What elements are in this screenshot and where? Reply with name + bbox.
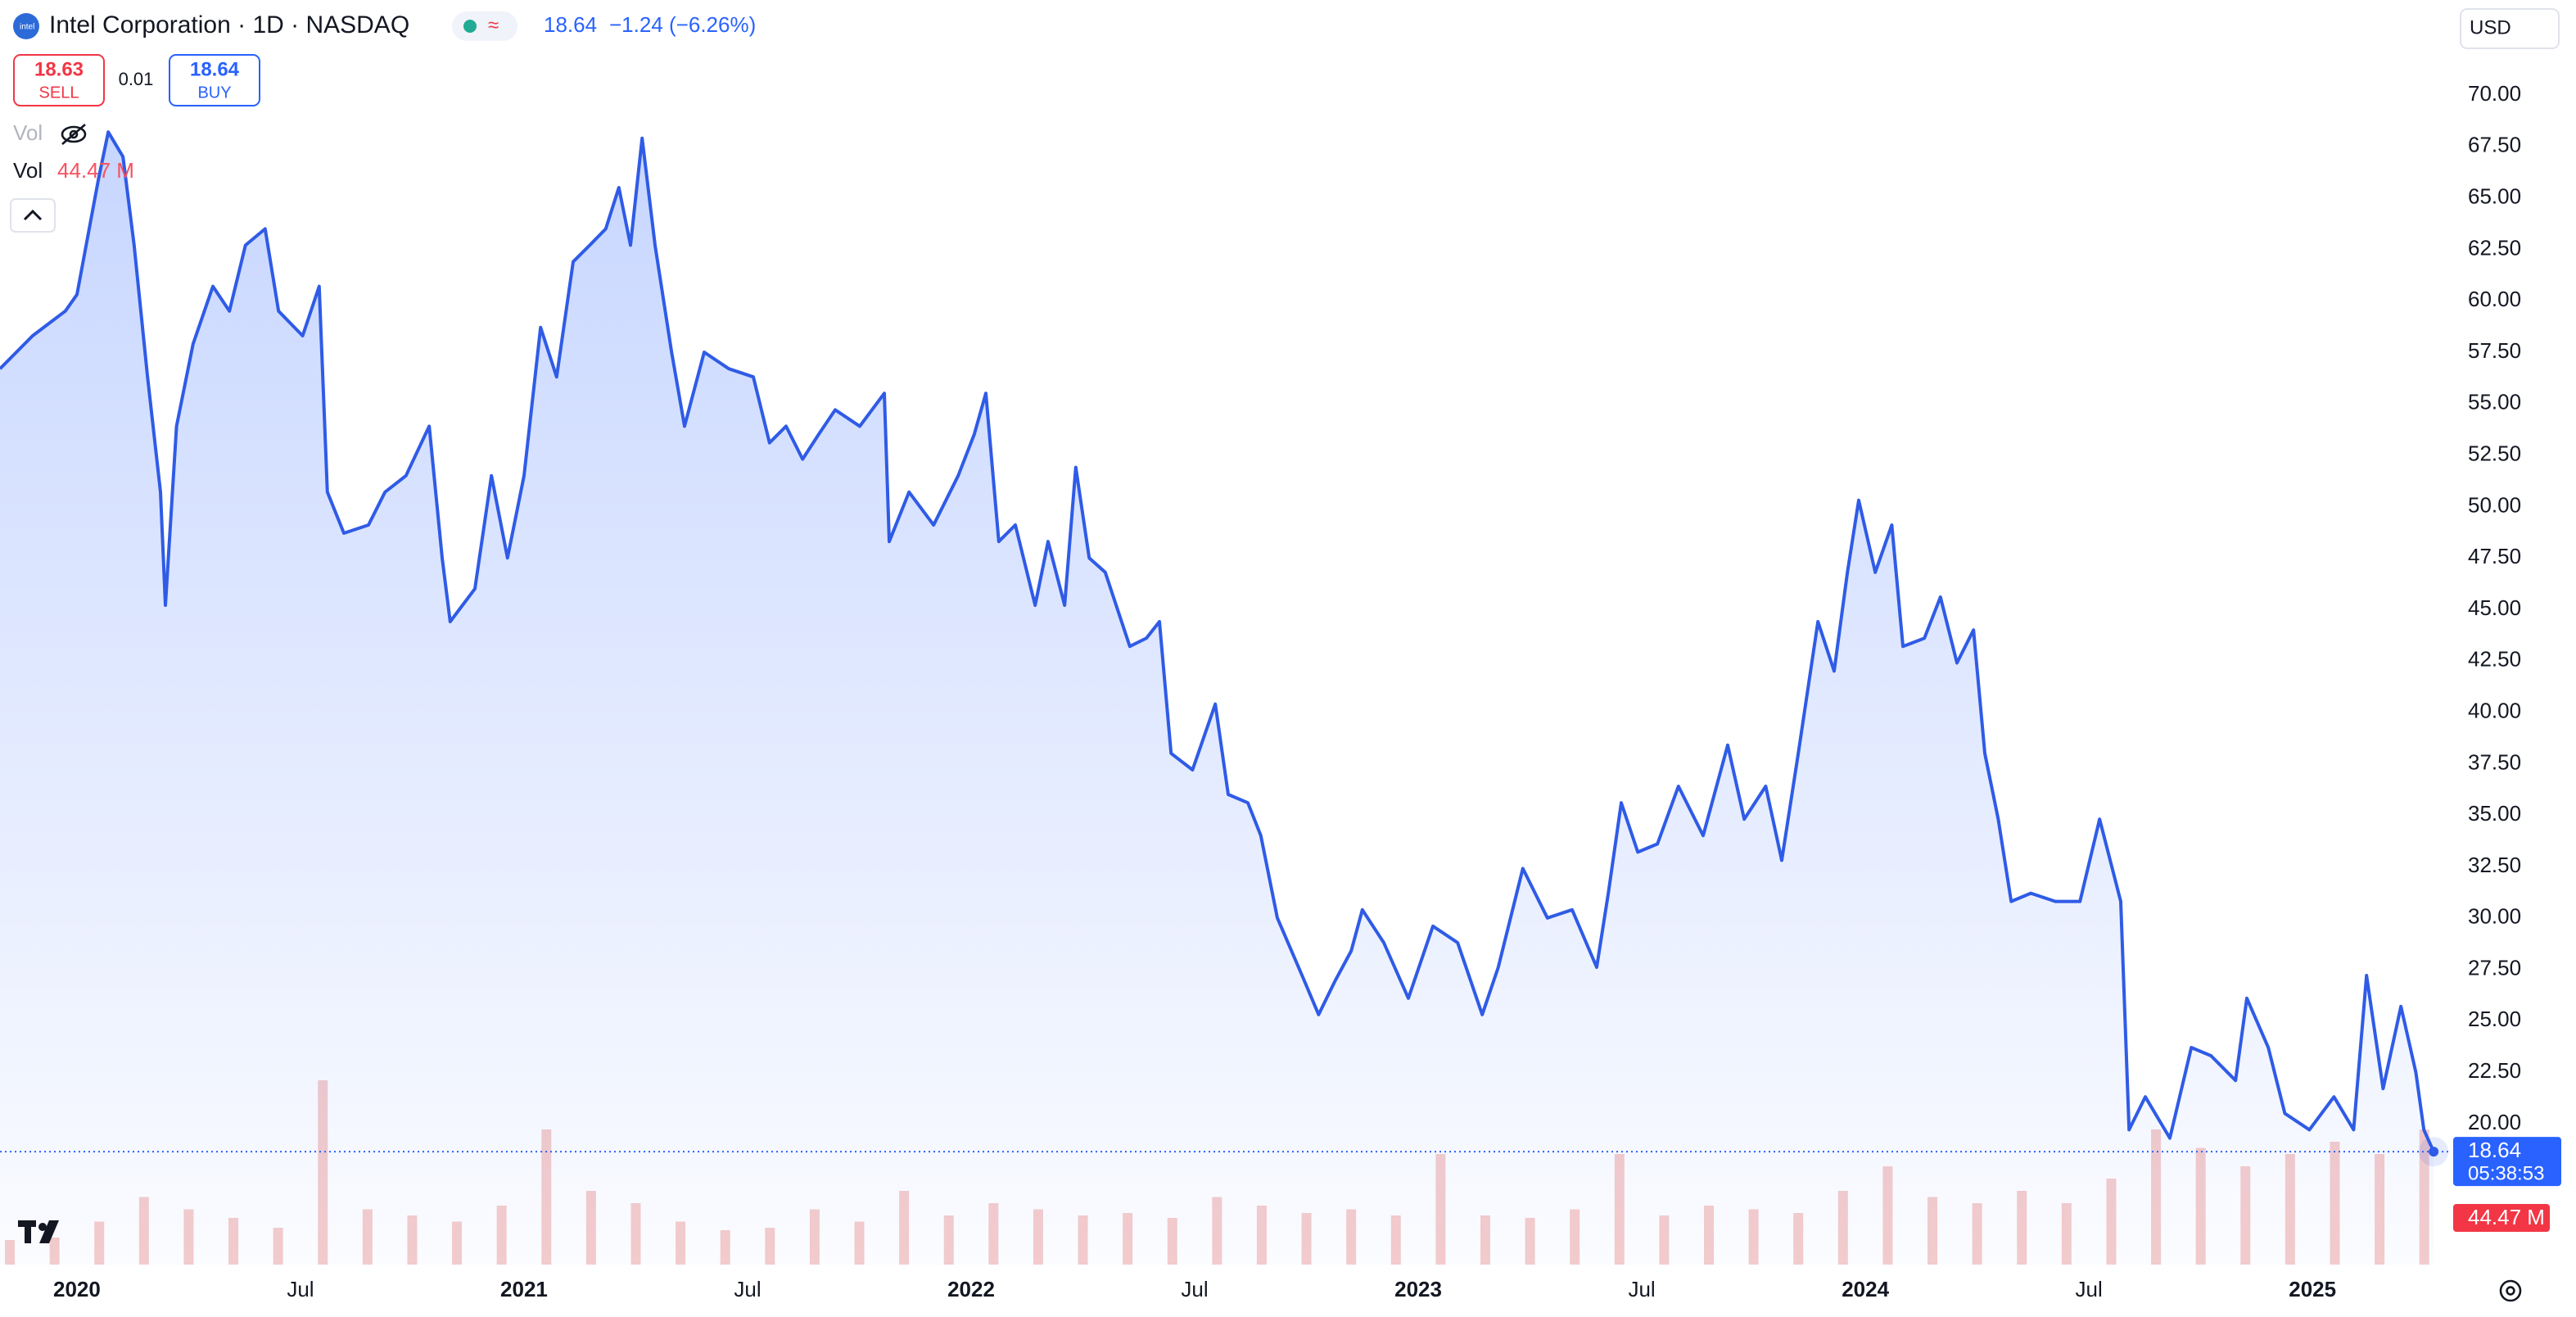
y-tick-label: 45.00 — [2468, 595, 2521, 620]
y-tick-label: 67.50 — [2468, 133, 2521, 157]
x-tick-label: 2023 — [1394, 1277, 1442, 1301]
y-tick-label: 32.50 — [2468, 853, 2521, 877]
x-tick-label: Jul — [1181, 1277, 1208, 1301]
currency-button[interactable] — [2460, 8, 2560, 49]
indicator-name: Vol — [13, 120, 43, 145]
collapse-icon — [23, 209, 43, 221]
price-change: −1.24 (−6.26%) — [609, 12, 756, 37]
y-tick-label: 47.50 — [2468, 544, 2521, 568]
y-tick-label: 65.00 — [2468, 184, 2521, 209]
y-tick-label: 30.00 — [2468, 904, 2521, 929]
indicator-value: 44.47 M — [57, 158, 134, 183]
collapse-button[interactable] — [10, 198, 56, 233]
sell-label: SELL — [39, 84, 79, 102]
buy-button[interactable] — [169, 54, 260, 106]
last-price: 18.64 — [544, 12, 597, 37]
x-tick-label: Jul — [287, 1277, 314, 1301]
y-tick-label: 50.00 — [2468, 492, 2521, 517]
x-tick-label: 2022 — [947, 1277, 995, 1301]
y-tick-label: 52.50 — [2468, 441, 2521, 465]
sell-price: 18.63 — [34, 58, 84, 80]
y-tick-label: 20.00 — [2468, 1110, 2521, 1134]
y-tick-label: 40.00 — [2468, 698, 2521, 722]
price-tag — [2453, 1137, 2561, 1187]
chart-title: Intel Corporation · 1D · NASDAQ — [49, 11, 409, 38]
x-tick-label: Jul — [1628, 1277, 1655, 1301]
hide-icon[interactable] — [61, 124, 87, 145]
y-tick-label: 35.00 — [2468, 801, 2521, 826]
y-tick-label: 70.00 — [2468, 81, 2521, 106]
y-tick-label: 42.50 — [2468, 647, 2521, 672]
x-tick-label: 2025 — [2289, 1277, 2336, 1301]
y-tick-label: 62.50 — [2468, 235, 2521, 260]
plot-area — [0, 130, 2452, 1265]
last-point-halo — [2419, 1137, 2449, 1167]
market-status — [463, 20, 477, 33]
y-tick-label: 25.00 — [2468, 1007, 2521, 1031]
y-tick-label: 37.50 — [2468, 749, 2521, 774]
sell-button[interactable] — [13, 54, 105, 106]
volume-tag — [2453, 1204, 2550, 1232]
x-tick-label: Jul — [2076, 1277, 2103, 1301]
last-point — [2429, 1147, 2439, 1157]
x-tick-label: 2024 — [1842, 1277, 1889, 1301]
y-tick-label: 55.00 — [2468, 390, 2521, 414]
price-tag-value: 18.64 — [2468, 1138, 2521, 1162]
spread: 0.01 — [119, 69, 154, 89]
currency: USD — [2470, 16, 2511, 38]
x-tick-label: 2020 — [53, 1277, 101, 1301]
x-tick-label: Jul — [734, 1277, 761, 1301]
settings-icon[interactable] — [2499, 1279, 2522, 1302]
y-tick-label: 27.50 — [2468, 955, 2521, 980]
buy-price: 18.64 — [190, 58, 240, 80]
logo-mark: intel — [20, 23, 34, 32]
countdown: 05:38:53 — [2468, 1162, 2544, 1184]
symbol-logo — [13, 13, 39, 39]
indicator-name: Vol — [13, 158, 43, 183]
tradingview-logo — [18, 1220, 59, 1243]
y-tick-label: 60.00 — [2468, 287, 2521, 311]
y-tick-label: 57.50 — [2468, 338, 2521, 363]
status-icon: ≈ — [488, 14, 499, 36]
volume-tag-value: 44.47 M — [2468, 1205, 2545, 1229]
x-tick-label: 2021 — [500, 1277, 548, 1301]
y-tick-label: 22.50 — [2468, 1058, 2521, 1083]
price-line — [0, 130, 2436, 1153]
price-area — [0, 132, 2434, 1265]
buy-label: BUY — [197, 84, 231, 102]
status-pill[interactable] — [452, 11, 517, 41]
